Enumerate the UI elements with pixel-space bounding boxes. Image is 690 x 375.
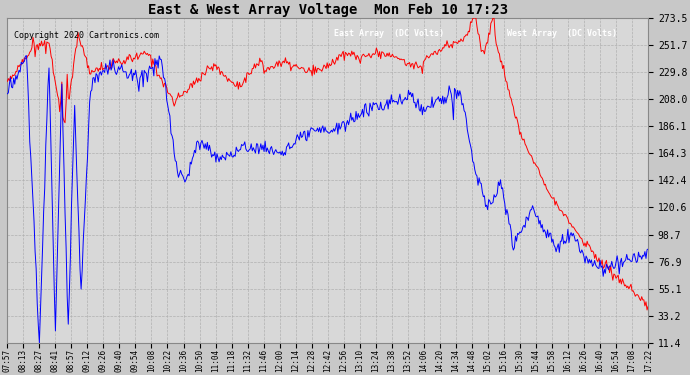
Title: East & West Array Voltage  Mon Feb 10 17:23: East & West Array Voltage Mon Feb 10 17:…: [148, 3, 508, 17]
Text: Copyright 2020 Cartronics.com: Copyright 2020 Cartronics.com: [14, 31, 159, 40]
